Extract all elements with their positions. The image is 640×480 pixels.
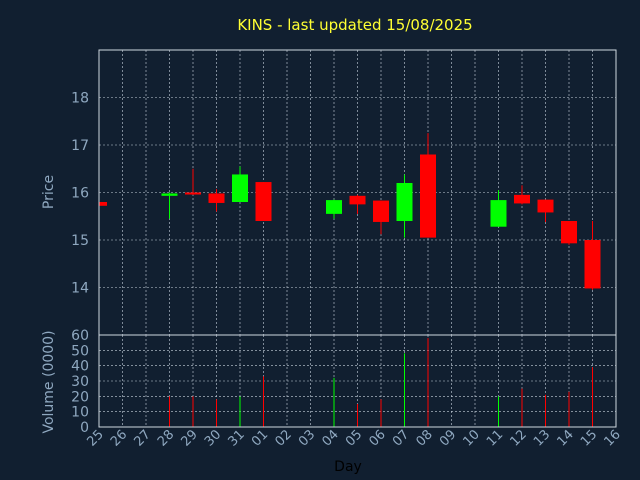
candle-body <box>255 182 272 221</box>
x-axis-label: Day <box>334 459 362 475</box>
volume-tick-label: 40 <box>71 359 89 375</box>
x-tick-label: 28 <box>155 427 177 449</box>
candle-body <box>232 174 248 202</box>
volume-tick-label: 0 <box>80 420 89 436</box>
candle-body <box>161 193 178 196</box>
price-tick-label: 14 <box>71 281 89 297</box>
x-axis-ticks: 25 26 27 28 29 30 31 01 02 03 04 05 06 07 08 09 10 11 12 13… <box>85 427 624 449</box>
price-grid <box>99 50 616 335</box>
x-tick-label: 05 <box>343 427 365 449</box>
x-tick-label: 27 <box>132 427 154 449</box>
price-tick-label: 16 <box>71 186 89 202</box>
x-tick-label: 06 <box>367 427 389 449</box>
chart-title: KINS - last updated 15/08/2025 <box>237 16 472 34</box>
candle-body <box>396 183 413 221</box>
volume-tick-label: 20 <box>71 389 89 405</box>
candle-body <box>373 200 389 222</box>
x-tick-label: 02 <box>273 427 295 449</box>
candle-body <box>561 221 577 244</box>
volume-panel-frame <box>98 334 617 428</box>
x-tick-label: 29 <box>179 427 201 449</box>
volume-tick-label: 50 <box>71 343 89 359</box>
x-tick-label: 11 <box>484 427 506 449</box>
price-tick-label: 17 <box>71 138 89 154</box>
volume-tick-label: 30 <box>71 374 89 390</box>
candle-body <box>208 193 225 203</box>
volume-bars <box>169 338 593 427</box>
x-tick-label: 03 <box>296 427 318 449</box>
volume-tick-label: 10 <box>71 405 89 421</box>
candle-body <box>349 195 366 205</box>
x-tick-label: 08 <box>414 427 436 449</box>
x-tick-label: 09 <box>437 427 459 449</box>
x-tick-label: 10 <box>461 427 483 449</box>
price-axis-ticks: 14 15 16 17 18 <box>71 91 89 297</box>
x-tick-label: 30 <box>202 427 224 449</box>
volume-tick-label: 60 <box>71 328 89 344</box>
candle-body <box>99 202 107 206</box>
x-tick-label: 15 <box>578 427 600 449</box>
price-tick-label: 15 <box>71 233 89 249</box>
candle-body <box>420 154 436 238</box>
price-tick-label: 18 <box>71 91 89 107</box>
candle-body <box>514 194 530 204</box>
candle-body <box>326 200 342 214</box>
x-tick-label: 13 <box>531 427 553 449</box>
x-tick-label: 14 <box>555 427 577 449</box>
volume-axis-label: Volume (0000) <box>41 330 57 433</box>
x-tick-label: 16 <box>602 427 624 449</box>
candle-body <box>537 199 554 213</box>
candle-body <box>584 240 601 289</box>
x-tick-label: 31 <box>226 427 248 449</box>
x-tick-label: 07 <box>390 427 412 449</box>
candle-body <box>490 200 507 227</box>
price-axis-label: Price <box>41 175 57 209</box>
candlesticks <box>98 133 601 290</box>
x-tick-label: 04 <box>320 427 342 449</box>
candle-body <box>185 192 201 195</box>
x-tick-label: 01 <box>249 427 271 449</box>
x-tick-label: 12 <box>508 427 530 449</box>
x-tick-label: 26 <box>108 427 130 449</box>
